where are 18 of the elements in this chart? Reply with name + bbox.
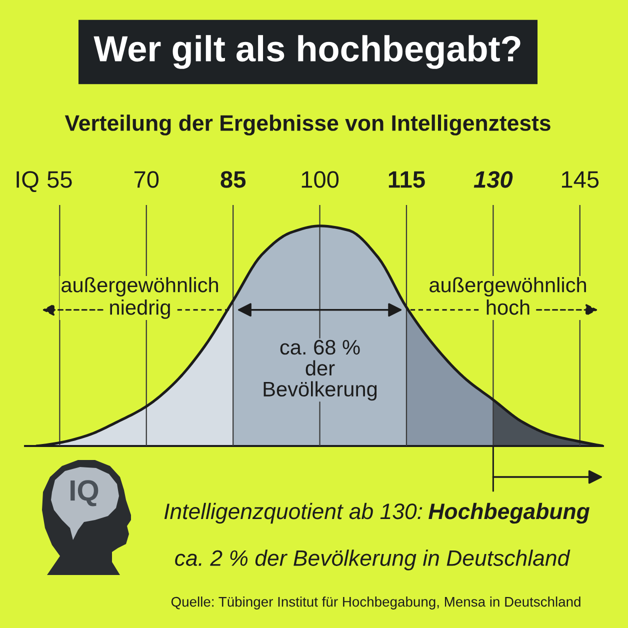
text: Intelligenzquotient ab 130:	[164, 502, 422, 524]
text: IQ	[70, 480, 98, 506]
annotation: außergewöhnlich hoch	[430, 277, 586, 315]
x-tick-label: 55	[47, 171, 72, 188]
text: Hochbegabung	[428, 502, 590, 524]
x-axis-title: IQ	[16, 171, 38, 192]
annotation: außergewöhnlich niedrig	[62, 277, 218, 319]
annotation: ca. 68 % der Bevölkerung	[264, 340, 377, 401]
x-tick-label: 100	[302, 171, 339, 188]
text: ca. 2 % der Bevölkerung in Deutschland	[175, 550, 570, 570]
x-tick-label: 70	[134, 171, 159, 188]
x-tick-label: 85	[220, 171, 246, 188]
x-tick-label: 130	[474, 171, 513, 188]
chart-subtitle: Verteilung der Ergebnisse von Intelligenztests	[64, 114, 550, 136]
x-tick-label: 115	[388, 171, 425, 188]
x-tick-label: 145	[562, 171, 599, 188]
chart-title: Wer gilt als hochbegabt?	[94, 35, 520, 69]
source-note: Quelle: Tübinger Institut für Hochbegabung, Mensa in Deutschland	[171, 596, 580, 610]
